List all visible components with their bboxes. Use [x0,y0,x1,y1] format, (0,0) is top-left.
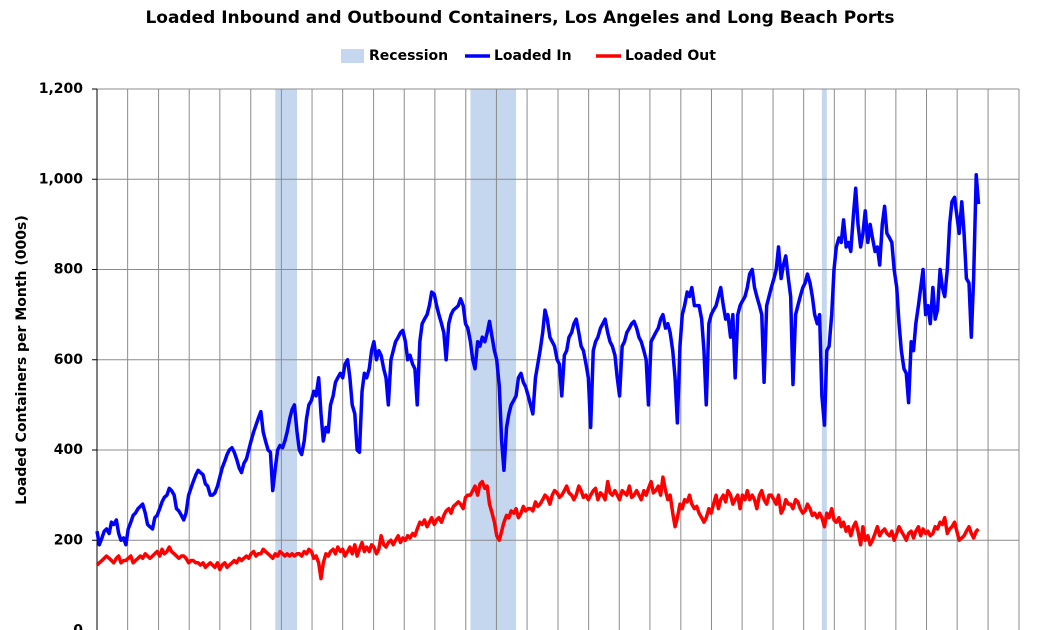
legend-swatch [341,49,364,63]
series-line [95,475,980,581]
y-tick-label: 0 [73,623,83,630]
legend-label: Loaded In [494,48,572,64]
y-tick-label: 1,000 [39,171,84,187]
y-tick-label: 400 [54,442,83,458]
chart-title: Loaded Inbound and Outbound Containers, … [145,8,894,28]
series-line [95,172,981,547]
y-tick-label: 600 [54,352,83,368]
y-axis-label: Loaded Containers per Month (000s) [14,215,30,504]
y-tick-label: 800 [54,262,83,278]
y-tick-label: 1,200 [39,81,84,97]
legend-label: Loaded Out [625,48,716,64]
legend-label: Recession [369,48,448,64]
y-tick-label: 200 [54,532,83,548]
